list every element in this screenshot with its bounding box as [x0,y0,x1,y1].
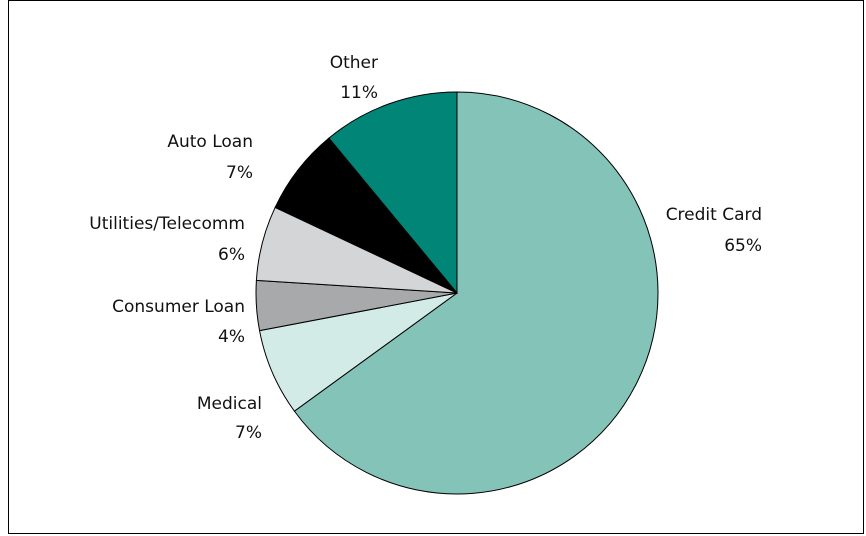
slice-percent-label: 6% [218,245,245,265]
slice-label: Medical [197,394,262,414]
slice-percent-label: 7% [235,423,262,443]
slice-label: Other [330,53,378,73]
slice-label: Credit Card [666,205,762,225]
slice-percent-label: 7% [226,163,253,183]
slice-percent-label: 11% [340,83,378,103]
slice-label: Utilities/Telecomm [89,214,245,234]
pie-labels: Credit Card 65% Medical 7% Consumer Loan 4% Ut… [89,53,762,443]
slice-percent-label: 4% [218,327,245,347]
slice-label: Consumer Loan [112,297,245,317]
pie-slice-other [328,91,458,295]
pie-slice-credit-card [293,91,659,495]
slice-label: Auto Loan [167,132,253,152]
pie-slices [255,91,659,495]
slice-percent-label: 65% [724,236,762,256]
